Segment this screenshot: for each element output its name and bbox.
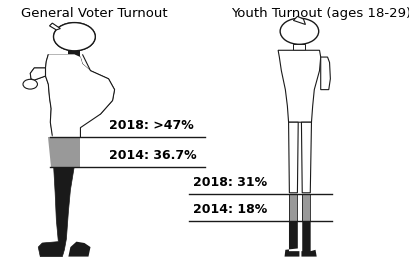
- Polygon shape: [49, 23, 60, 30]
- Polygon shape: [293, 44, 305, 50]
- Polygon shape: [30, 68, 45, 80]
- Text: 2018: 31%: 2018: 31%: [193, 176, 266, 189]
- Circle shape: [279, 18, 318, 44]
- Polygon shape: [68, 50, 80, 57]
- Text: 2014: 18%: 2014: 18%: [193, 203, 267, 216]
- Polygon shape: [288, 122, 297, 193]
- Text: 2014: 36.7%: 2014: 36.7%: [108, 149, 196, 162]
- Circle shape: [54, 23, 95, 51]
- Polygon shape: [320, 57, 330, 90]
- Polygon shape: [68, 242, 90, 257]
- Polygon shape: [277, 50, 320, 122]
- Circle shape: [23, 79, 37, 89]
- Polygon shape: [48, 137, 80, 167]
- Polygon shape: [30, 54, 114, 257]
- Text: General Voter Turnout: General Voter Turnout: [21, 7, 167, 20]
- Text: 2018: >47%: 2018: >47%: [108, 119, 193, 132]
- Polygon shape: [293, 16, 305, 24]
- Text: Youth Turnout (ages 18-29): Youth Turnout (ages 18-29): [231, 7, 409, 20]
- Polygon shape: [301, 194, 310, 221]
- Polygon shape: [45, 54, 114, 137]
- Polygon shape: [49, 23, 60, 30]
- Polygon shape: [301, 221, 316, 257]
- Polygon shape: [301, 122, 311, 193]
- Polygon shape: [284, 221, 299, 257]
- Polygon shape: [289, 194, 297, 221]
- Circle shape: [54, 23, 95, 51]
